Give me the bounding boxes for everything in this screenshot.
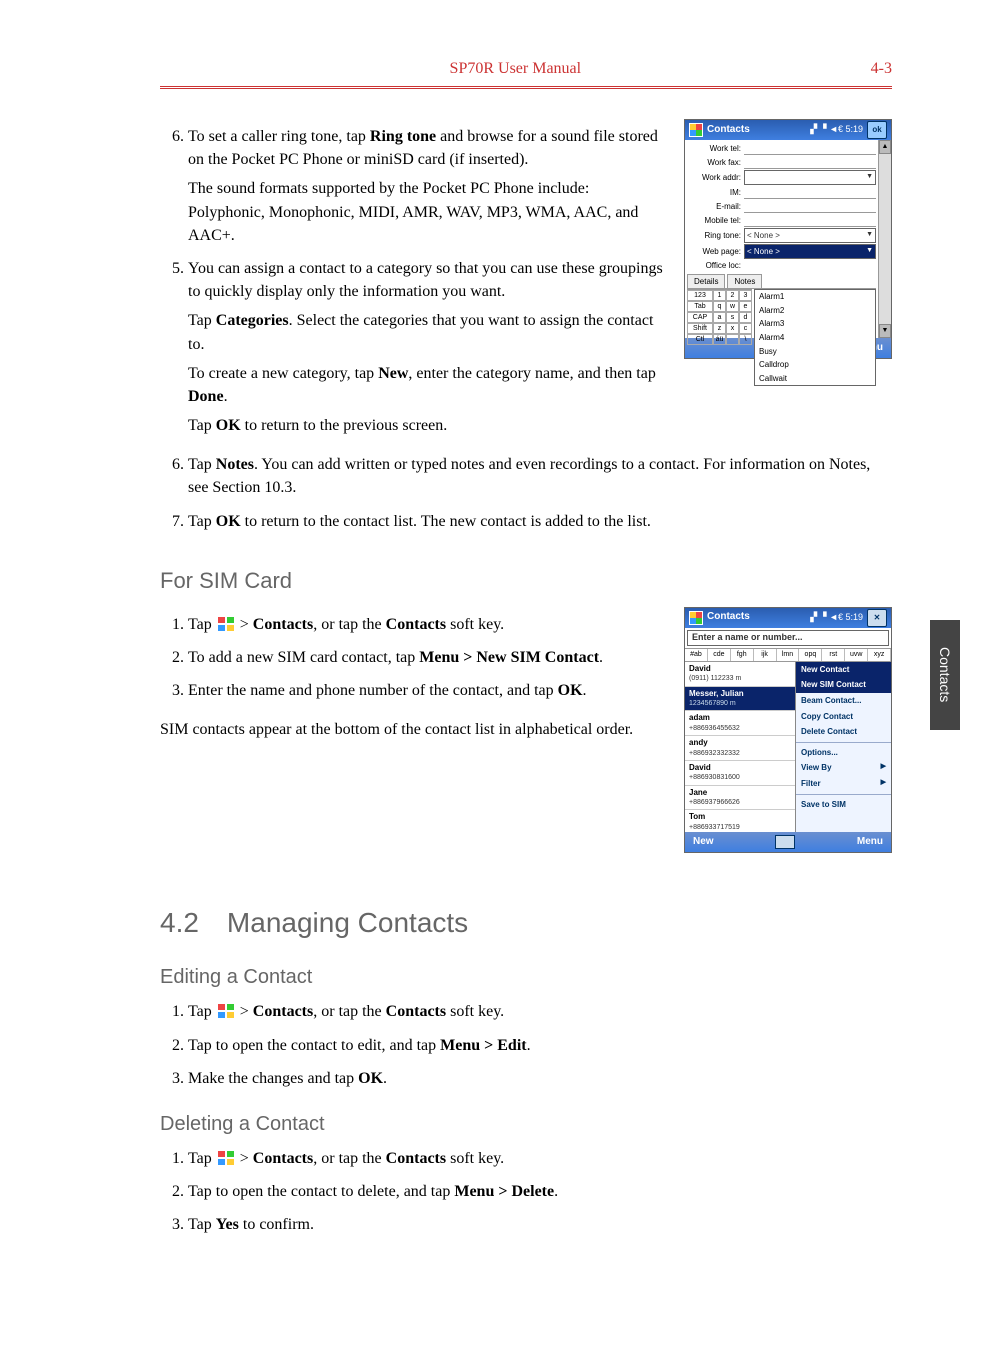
ppc1-scrollbar[interactable]: ▲ ▼ [878, 140, 891, 338]
menu-item[interactable]: Save to SIM [796, 797, 891, 813]
step-item: Tap Yes to confirm. [188, 1213, 892, 1236]
alpha-index-item[interactable]: fgh [731, 649, 754, 661]
step-item: Tap Notes. You can add written or typed … [188, 453, 892, 499]
ppc1-tab[interactable]: Details [687, 274, 725, 289]
contact-list-item[interactable]: andy+886932332332 [685, 736, 795, 761]
ppc2-context-menu[interactable]: New ContactNew SIM ContactBeam Contact..… [795, 662, 891, 832]
sim-tail-note: SIM contacts appear at the bottom of the… [160, 718, 666, 741]
ppc1-dropdown[interactable]: < None >▼ [744, 244, 876, 259]
step-item: To add a new SIM card contact, tap Menu … [188, 646, 666, 669]
steps-sim: Tap > Contacts, or tap the Contacts soft… [160, 613, 666, 703]
ppc2-alpha-index[interactable]: #abcdefghijklmnopqrstuvwxyz [685, 649, 891, 662]
menu-item[interactable]: Filter▶ [796, 776, 891, 792]
step-item: You can assign a contact to a category s… [188, 257, 666, 437]
ppc1-ok-button[interactable]: ok [867, 121, 887, 139]
side-tab-contacts: Contacts [930, 620, 960, 730]
ppc2-title: Contacts [707, 610, 750, 625]
ppc1-title: Contacts [707, 123, 750, 138]
heading-deleting-contact: Deleting a Contact [160, 1110, 892, 1139]
ppc2-close-button[interactable]: ✕ [867, 609, 887, 627]
menu-item[interactable]: Beam Contact... [796, 693, 891, 709]
keyboard-icon[interactable] [775, 835, 795, 849]
ppc1-dropdown[interactable]: < None >▼ [744, 228, 876, 243]
doc-header-title: SP70R User Manual [450, 60, 582, 78]
ppc1-ringtone-popup[interactable]: Alarm1Alarm2Alarm3Alarm4BusyCalldropCall… [754, 289, 876, 386]
contact-list-item[interactable]: David+886930831600 [685, 761, 795, 786]
scroll-up-icon[interactable]: ▲ [879, 140, 891, 154]
alpha-index-item[interactable]: xyz [868, 649, 891, 661]
alpha-index-item[interactable]: uvw [845, 649, 868, 661]
alpha-index-item[interactable]: ijk [754, 649, 777, 661]
step-item: Tap to open the contact to edit, and tap… [188, 1034, 892, 1057]
contact-list-item[interactable]: David(0911) 112233 m [685, 662, 795, 687]
steps-edit: Tap > Contacts, or tap the Contacts soft… [160, 1000, 892, 1090]
heading-editing-contact: Editing a Contact [160, 963, 892, 992]
step-item: Enter the name and phone number of the c… [188, 679, 666, 702]
alpha-index-item[interactable]: rst [822, 649, 845, 661]
ppc1-field[interactable] [744, 156, 876, 169]
start-icon [218, 1149, 234, 1163]
menu-item-new-contact[interactable]: New Contact [796, 662, 891, 678]
ppc1-field[interactable] [744, 200, 876, 213]
menu-item[interactable]: Options... [796, 745, 891, 761]
ppc1-field[interactable] [744, 186, 876, 199]
heading-for-sim-card: For SIM Card [160, 565, 892, 597]
scroll-down-icon[interactable]: ▼ [879, 324, 891, 338]
screenshot-ringtone-dialog: Contacts ▞ ▝ ◄€ 5:19 ok Work tel:Work fa… [684, 119, 892, 359]
menu-item[interactable]: Delete Contact [796, 724, 891, 740]
screenshot-contacts-menu: Contacts ▞ ▝ ◄€ 5:19 ✕ Enter a name or n… [684, 607, 892, 853]
contact-list-item[interactable]: adam+886936455632 [685, 711, 795, 736]
start-icon [218, 615, 234, 629]
alpha-index-item[interactable]: opq [799, 649, 822, 661]
ppc2-bottom-menu[interactable]: Menu [857, 835, 883, 850]
menu-item-new-sim-contact[interactable]: New SIM Contact [796, 677, 891, 693]
ppc2-contact-list[interactable]: David(0911) 112233 mMesser, Julian123456… [685, 662, 795, 832]
menu-item[interactable]: View By▶ [796, 760, 891, 776]
ppc1-field[interactable] [744, 142, 876, 155]
start-icon [218, 1002, 234, 1016]
ppc2-status-icons: ▞ ▝ ◄€ 5:19 [810, 611, 863, 624]
ppc2-search-input[interactable]: Enter a name or number... [687, 630, 889, 646]
steps-top: To set a caller ring tone, tap Ring tone… [160, 125, 666, 437]
ppc1-tab[interactable]: Notes [727, 274, 762, 289]
header-rule [160, 86, 892, 89]
alpha-index-item[interactable]: #ab [685, 649, 708, 661]
alpha-index-item[interactable]: lmn [777, 649, 800, 661]
step-item: Make the changes and tap OK. [188, 1067, 892, 1090]
ppc1-soft-keyboard[interactable]: 123123TabqweCAPasdShiftzxcCtláü \ [687, 289, 752, 386]
step-item: Tap to open the contact to delete, and t… [188, 1180, 892, 1203]
ppc1-field[interactable] [744, 214, 876, 227]
step-item: Tap > Contacts, or tap the Contacts soft… [188, 613, 666, 636]
doc-page-number: 4-3 [871, 60, 892, 78]
steps-after: Tap Notes. You can add written or typed … [160, 453, 892, 533]
step-item: To set a caller ring tone, tap Ring tone… [188, 125, 666, 247]
contact-list-item[interactable]: Jane+886937966626 [685, 786, 795, 811]
ppc1-dropdown[interactable]: ▼ [744, 170, 876, 185]
step-item: Tap > Contacts, or tap the Contacts soft… [188, 1147, 892, 1170]
ppc2-bottom-new[interactable]: New [693, 835, 714, 850]
contact-list-item[interactable]: Messer, Julian1234567890 m [685, 687, 795, 712]
contact-list-item[interactable]: Tom+886933717519 [685, 810, 795, 832]
step-item: Tap > Contacts, or tap the Contacts soft… [188, 1000, 892, 1023]
heading-4-2: 4.2 Managing Contacts [160, 903, 892, 944]
steps-delete: Tap > Contacts, or tap the Contacts soft… [160, 1147, 892, 1237]
ppc1-status-icons: ▞ ▝ ◄€ 5:19 [810, 123, 863, 136]
start-icon [689, 123, 703, 137]
menu-item[interactable]: Copy Contact [796, 709, 891, 725]
alpha-index-item[interactable]: cde [708, 649, 731, 661]
start-icon [689, 611, 703, 625]
step-item: Tap OK to return to the contact list. Th… [188, 510, 892, 533]
